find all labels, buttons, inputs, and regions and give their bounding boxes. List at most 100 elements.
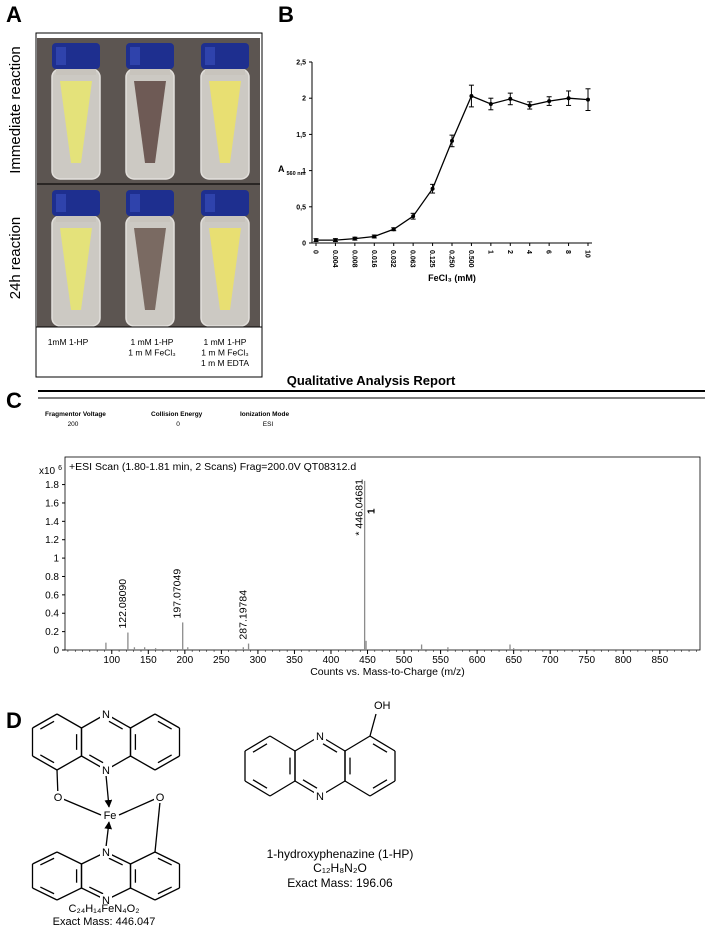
vial-liquid — [134, 81, 166, 163]
bond — [89, 754, 104, 764]
y-tick-label: 1.4 — [45, 517, 59, 528]
vial-cap-shine — [205, 47, 215, 65]
peak-label: * 446.04681 — [354, 479, 366, 536]
data-point — [391, 227, 396, 232]
row-label: Immediate reaction — [7, 46, 24, 174]
data-point — [547, 99, 552, 104]
x-tick-label: 150 — [140, 655, 157, 666]
bond — [154, 713, 180, 729]
vial-cap-shine — [56, 47, 66, 65]
atom-mask — [314, 730, 326, 742]
panel-label: D — [6, 708, 22, 733]
field-label: Collision Energy — [151, 411, 203, 418]
bond — [62, 798, 102, 816]
bond — [372, 779, 388, 789]
bond — [269, 735, 296, 752]
bond — [369, 713, 377, 737]
bond — [56, 851, 82, 865]
bond — [32, 713, 58, 729]
x-tick-label: 200 — [176, 655, 193, 666]
vial-cap-shine — [130, 47, 140, 65]
y-tick-label: 0.8 — [45, 572, 59, 583]
exact-mass: Exact Mass: 446.047 — [53, 916, 156, 928]
exact-mass: Exact Mass: 196.06 — [287, 876, 393, 890]
bond — [322, 743, 338, 753]
vial-neck — [56, 212, 96, 222]
bond — [369, 780, 396, 797]
vial-liquid — [209, 228, 241, 310]
data-point — [527, 103, 532, 108]
bond — [372, 743, 388, 753]
x-tick-label: 450 — [359, 655, 376, 666]
bond — [344, 780, 371, 797]
x-tick-label: 750 — [578, 655, 595, 666]
y-tick-label: 2 — [302, 96, 306, 103]
y-tick-label: 1 — [53, 554, 59, 565]
data-point — [333, 238, 338, 243]
x-tick-label: 800 — [615, 655, 632, 666]
atom-label: N — [316, 731, 324, 743]
formula: C₂₄H₁₄FeN₄O₂ — [69, 903, 140, 915]
data-point — [508, 96, 513, 101]
field-label: Fragmentor Voltage — [45, 411, 106, 418]
x-tick-label: 0.125 — [428, 250, 435, 268]
x-tick-label: 600 — [469, 655, 486, 666]
x-tick-label: 0.032 — [389, 250, 396, 268]
vial-neck — [56, 65, 96, 75]
bond — [40, 857, 55, 866]
y-tick-label: 0.2 — [45, 627, 59, 638]
peak-label: 287.19784 — [238, 590, 250, 640]
vial-cap-shine — [56, 194, 66, 212]
atom-mask — [52, 791, 64, 803]
x-tick-label: 6 — [545, 250, 552, 254]
y-tick-label: 2,5 — [296, 60, 306, 67]
bond — [104, 821, 113, 848]
atom-label: N — [102, 709, 110, 721]
bond — [157, 720, 172, 730]
atom-label: OH — [374, 700, 391, 712]
atom-label: O — [156, 792, 165, 804]
panel-label: B — [278, 2, 294, 27]
x-tick-label: 0.500 — [467, 250, 474, 268]
bond — [369, 735, 396, 752]
x-tick-label: 1 — [486, 250, 493, 254]
peak-label: 197.07049 — [172, 569, 184, 619]
field-label: Ionization Mode — [240, 411, 289, 418]
bond — [130, 713, 156, 729]
data-point — [430, 186, 435, 191]
data-line — [316, 95, 589, 241]
atom-mask — [100, 846, 112, 858]
data-point — [411, 214, 416, 219]
bond — [32, 755, 58, 771]
condition-label: 1mM 1-HP — [48, 337, 89, 347]
y-unit: x10 6 — [39, 465, 62, 477]
atom-mask — [100, 894, 112, 906]
x-tick-label: 0.004 — [331, 250, 338, 268]
condition-label: 1 mM 1-HP — [204, 337, 247, 347]
bond — [154, 755, 180, 771]
bond — [56, 755, 82, 771]
x-tick-label: 400 — [323, 655, 340, 666]
bond — [108, 720, 123, 730]
bond — [154, 887, 180, 901]
compound-name: 1-hydroxyphenazine (1-HP) — [267, 847, 414, 861]
x-tick-label: 0.016 — [370, 250, 377, 268]
field-value: 0 — [176, 421, 180, 428]
bond — [344, 735, 371, 752]
data-point — [586, 97, 590, 102]
x-axis-label: Counts vs. Mass-to-Charge (m/z) — [310, 666, 465, 678]
field-value: ESI — [263, 421, 274, 428]
bond — [56, 713, 82, 729]
atom-mask — [154, 791, 166, 803]
condition-label: 1 mM 1-HP — [131, 337, 174, 347]
x-tick-label: 10 — [584, 250, 591, 258]
atom-label: N — [102, 765, 110, 777]
x-tick-label: 0.008 — [350, 250, 357, 268]
bond — [104, 774, 113, 808]
bond — [244, 735, 271, 752]
report-title: Qualitative Analysis Report — [287, 373, 456, 388]
x-tick-label: 650 — [505, 655, 522, 666]
panel-label: C — [6, 388, 22, 413]
data-point — [488, 101, 493, 106]
